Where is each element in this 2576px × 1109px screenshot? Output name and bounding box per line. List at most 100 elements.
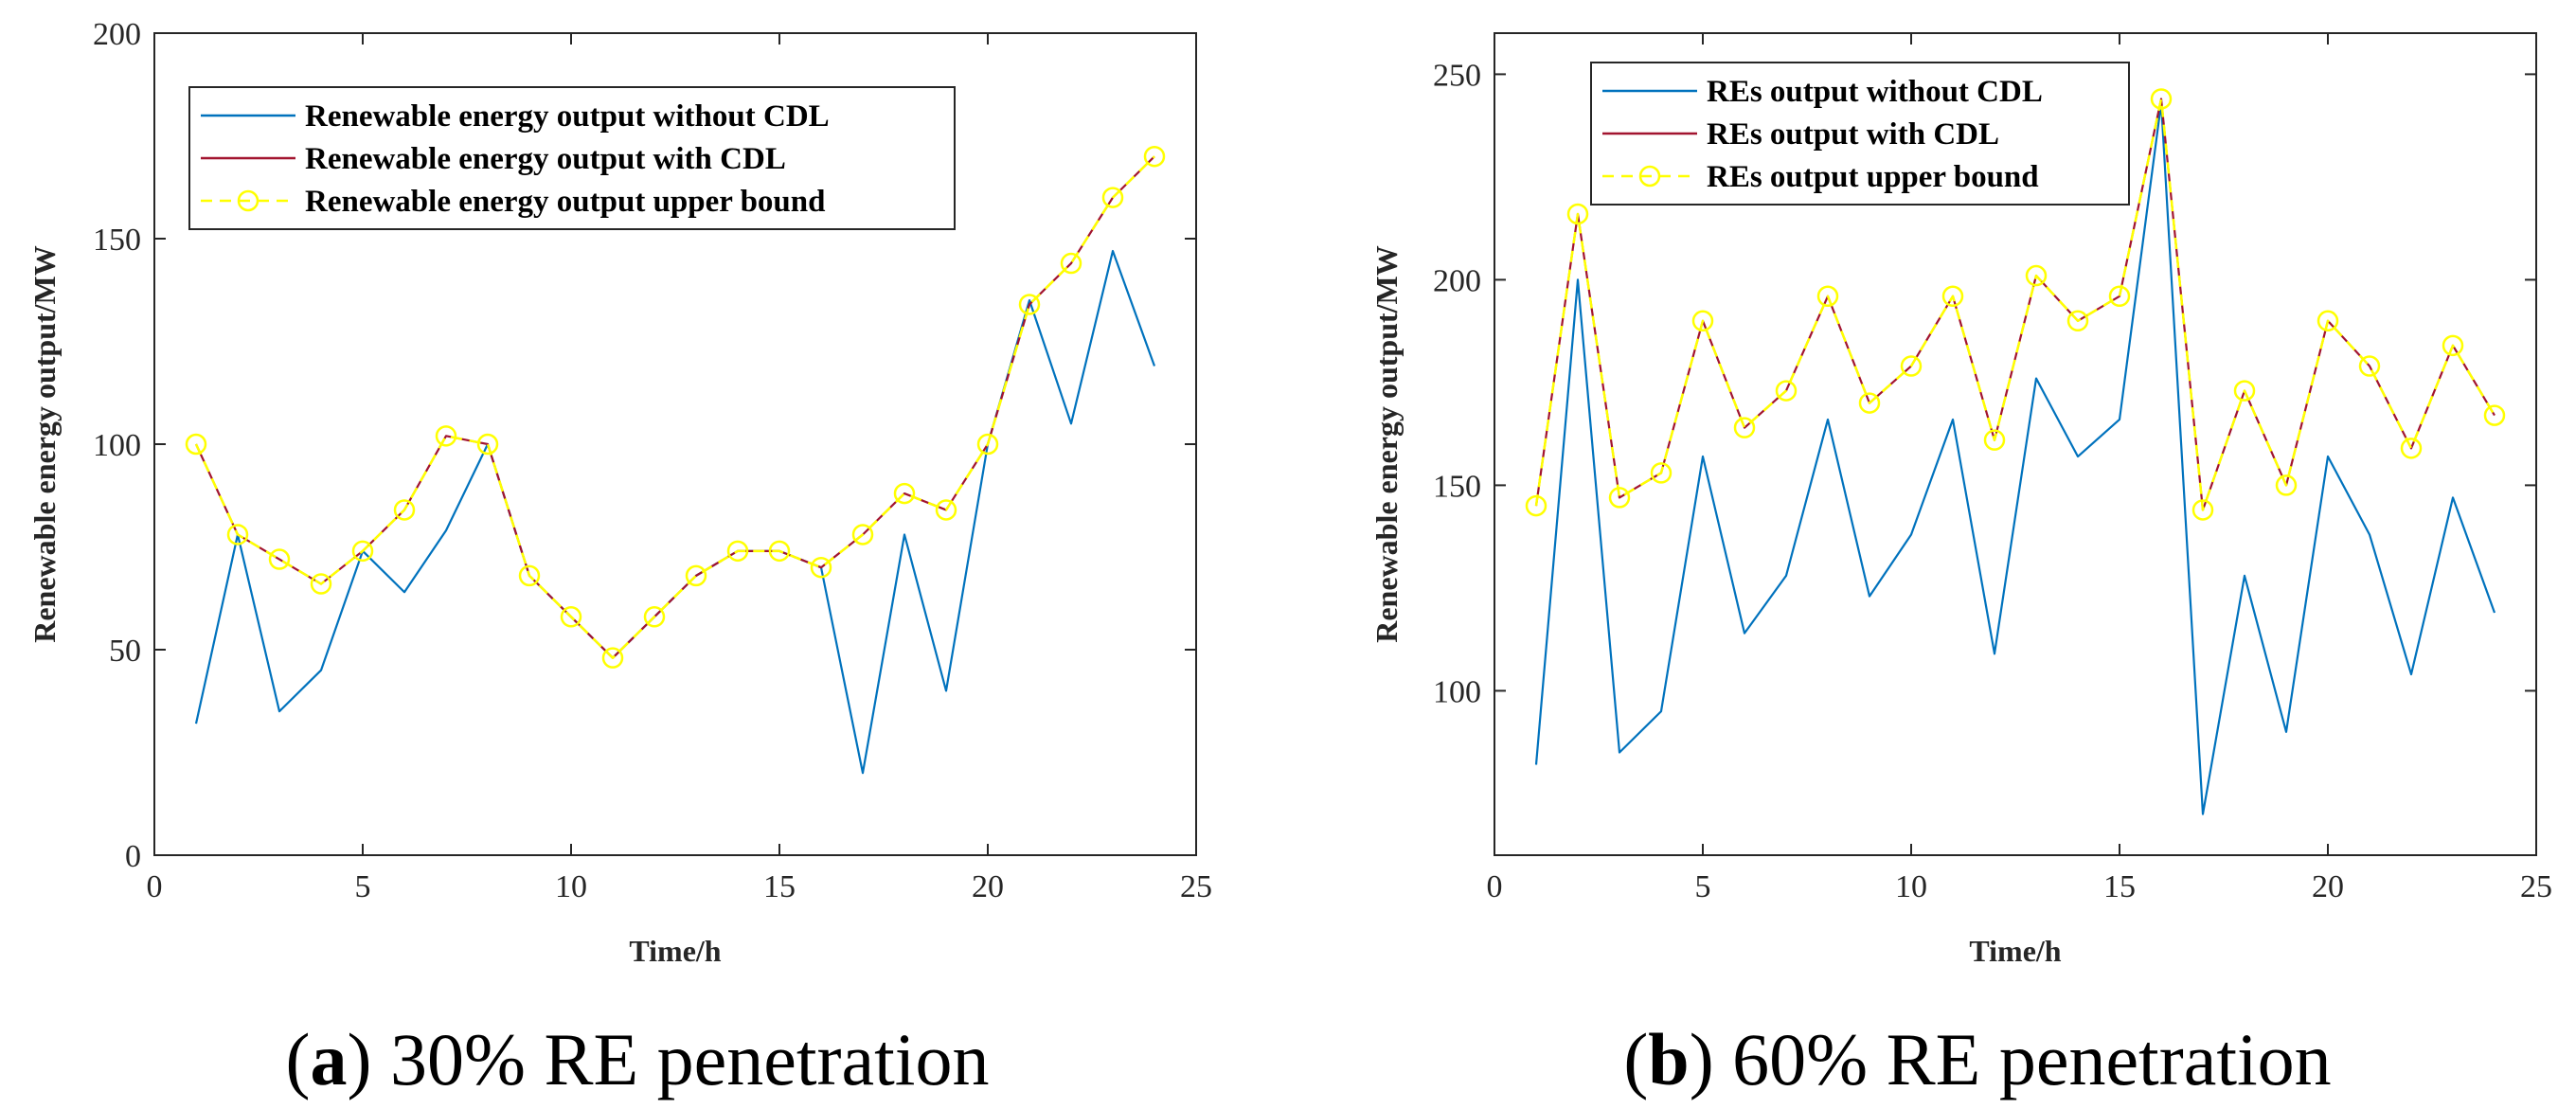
data-point-b-2: [1566, 203, 1589, 225]
data-point-b-12: [1983, 429, 2006, 451]
data-point-a-7: [435, 425, 457, 447]
y-tick-label-b-100: 100: [1433, 674, 1481, 709]
data-point-a-24: [1143, 145, 1166, 168]
data-point-a-21: [1018, 294, 1041, 315]
data-point-b-5: [1691, 310, 1714, 332]
x-tick-label-b-15: 15: [2103, 869, 2136, 904]
x-tick-label-b-25: 25: [2520, 869, 2552, 904]
data-point-a-5: [351, 540, 374, 563]
legend-marker-upper-bound-a: [237, 189, 259, 212]
chart-panel-a: 0 50 100 150 200 0 5 10 15 20 25 Renewable energy…: [27, 17, 1212, 1100]
data-point-a-6: [393, 499, 416, 521]
data-point-a-19: [935, 499, 957, 521]
data-point-a-17: [851, 524, 874, 546]
y-axis-b: 100 150 200 250: [1433, 58, 2536, 709]
data-point-b-4: [1650, 462, 1673, 484]
data-point-a-12: [643, 606, 666, 628]
series-line-upper_bound-a: [194, 155, 1155, 659]
series-line-without_cdl-b: [1534, 101, 2496, 815]
legend-label-without-cdl-a: Renewable energy output without CDL: [305, 99, 830, 134]
x-tick-label-a-25: 25: [1180, 869, 1212, 904]
data-point-a-20: [976, 433, 999, 456]
y-tick-label-b-250: 250: [1433, 58, 1481, 93]
data-point-b-18: [2233, 380, 2256, 402]
data-point-a-15: [768, 540, 791, 563]
data-point-b-9: [1858, 392, 1881, 414]
data-point-b-6: [1733, 417, 1756, 438]
data-point-b-13: [2025, 264, 2048, 287]
legend-label-without-cdl-b: REs output without CDL: [1707, 75, 2043, 109]
legend-marker-upper-bound-b: [1638, 165, 1661, 188]
y-tick-label-a-100: 100: [93, 428, 141, 463]
chart-panel-b: 100 150 200 250 0 5 10 15 20 25 REs output witho…: [1369, 32, 2552, 1100]
y-tick-label-a-150: 150: [93, 223, 141, 258]
legend-box-a: [188, 86, 956, 230]
x-axis-b: 0 5 10 15 20 25: [1487, 33, 2552, 904]
data-point-a-14: [726, 540, 749, 563]
y-tick-label-a-200: 200: [93, 17, 141, 52]
data-point-a-16: [810, 556, 832, 579]
data-point-b-14: [2066, 310, 2089, 332]
data-point-b-23: [2442, 334, 2464, 357]
data-point-b-8: [1816, 285, 1839, 308]
legend-label-with-cdl-b: REs output with CDL: [1707, 117, 1999, 152]
data-point-a-1: [185, 433, 207, 456]
legend-a: Renewable energy output without CDL Rene…: [188, 86, 956, 230]
data-point-b-15: [2108, 285, 2131, 308]
y-tick-label-b-150: 150: [1433, 469, 1481, 504]
data-point-a-4: [310, 573, 332, 595]
data-point-b-22: [2400, 438, 2423, 459]
y-tick-label-b-200: 200: [1433, 263, 1481, 298]
x-tick-label-a-0: 0: [147, 869, 163, 904]
x-tick-label-a-5: 5: [355, 869, 371, 904]
y-tick-label-a-50: 50: [109, 634, 141, 669]
y-axis-a: 0 50 100 150 200: [93, 17, 1196, 874]
data-point-b-21: [2358, 355, 2381, 377]
caption-label-b: b: [1648, 1018, 1689, 1100]
x-axis-title-a: Time/h: [629, 934, 721, 968]
x-axis-title-b: Time/h: [1969, 934, 2061, 968]
caption-text-b: 60% RE penetration: [1732, 1018, 2332, 1100]
data-point-a-18: [893, 482, 916, 505]
data-point-b-7: [1775, 380, 1798, 402]
y-axis-title-a: Renewable energy output/MW: [27, 245, 62, 643]
data-point-b-3: [1608, 487, 1631, 509]
series-group-b: [1525, 88, 2506, 815]
x-tick-label-b-5: 5: [1695, 869, 1711, 904]
caption-b: (b) 60% RE penetration: [1623, 1018, 2331, 1100]
caption-label-a: a: [311, 1018, 348, 1100]
x-tick-label-a-15: 15: [763, 869, 796, 904]
data-point-a-11: [601, 647, 624, 669]
data-point-b-11: [1941, 285, 1964, 308]
data-point-b-16: [2150, 88, 2173, 110]
data-point-b-10: [1900, 355, 1923, 377]
data-point-a-22: [1060, 252, 1082, 275]
legend-label-with-cdl-a: Renewable energy output with CDL: [305, 142, 786, 176]
data-point-a-13: [685, 564, 707, 587]
x-axis-a: 0 5 10 15 20 25: [147, 33, 1212, 904]
caption-text-a: 30% RE penetration: [390, 1018, 990, 1100]
x-tick-label-a-10: 10: [555, 869, 587, 904]
data-point-b-19: [2275, 474, 2298, 496]
data-point-b-1: [1525, 494, 1547, 517]
legend-label-upper-bound-a: Renewable energy output upper bound: [305, 185, 825, 219]
x-tick-label-b-20: 20: [2312, 869, 2344, 904]
data-point-a-9: [518, 564, 541, 587]
series-group-a: [185, 145, 1166, 775]
data-point-b-20: [2317, 310, 2339, 332]
y-axis-title-b: Renewable energy output/MW: [1369, 245, 1404, 643]
x-tick-label-b-10: 10: [1895, 869, 1927, 904]
data-point-a-23: [1101, 187, 1124, 208]
caption-a: (a) 30% RE penetration: [286, 1018, 990, 1100]
legend-label-upper-bound-b: REs output upper bound: [1707, 160, 2039, 194]
data-point-b-17: [2191, 499, 2214, 521]
legend-b: REs output without CDL REs output with C…: [1590, 62, 2130, 206]
data-point-a-3: [268, 548, 291, 570]
x-tick-label-a-20: 20: [972, 869, 1004, 904]
data-point-a-2: [226, 524, 249, 546]
y-tick-label-a-0: 0: [125, 839, 141, 874]
data-point-b-24: [2483, 404, 2506, 426]
data-point-a-10: [560, 606, 582, 628]
x-tick-label-b-0: 0: [1487, 869, 1503, 904]
